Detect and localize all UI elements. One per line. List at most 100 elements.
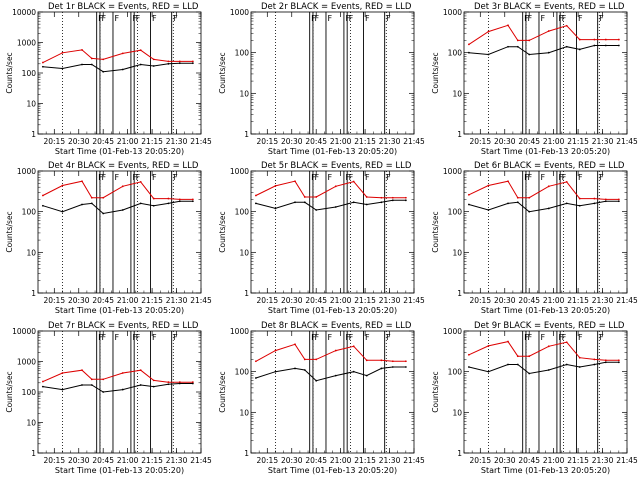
series-point-events [334,206,337,208]
series-point-events [565,202,568,205]
flag-label: F [349,14,354,23]
x-tick-label: 20:45 [518,456,540,465]
y-axis-label: Counts/sec [5,371,14,412]
flag-label: F [327,14,332,23]
series-point-lld [102,58,105,61]
series-point-events [547,51,550,54]
series-point-events [365,203,368,206]
x-tick-label: 21:15 [567,137,589,146]
flag-label: F [558,173,563,182]
series-point-lld [404,360,407,363]
series-line-events [255,366,406,382]
y-tick-label: 10000 [12,327,36,336]
x-tick-label: 21:30 [166,296,188,305]
series-point-events [254,202,257,205]
series-point-lld [604,198,607,201]
flag-label: F [314,333,319,342]
series-line-lld [255,180,406,199]
flag-label: F [562,333,567,342]
flag-label: F [327,333,332,342]
series-point-lld [191,381,194,384]
series-point-lld [365,196,368,198]
x-tick-label: 21:00 [330,137,352,146]
series-point-lld [547,185,550,188]
series-point-lld [294,343,296,346]
flag-label: F [114,173,119,182]
series-point-lld [191,198,194,201]
series-point-events [617,44,620,47]
series-point-lld [167,197,170,200]
flag-label: F [365,14,370,23]
series-point-events [167,62,170,65]
y-tick-label: 1000 [230,167,249,176]
series-point-lld [391,360,394,363]
y-tick-label: 10 [239,408,249,417]
flag-label: F [578,333,583,342]
y-tick-label: 10 [26,419,36,428]
series-point-lld [121,372,124,374]
flag-label: F [152,14,157,23]
series-point-events [487,370,490,373]
series-point-lld [121,52,124,55]
x-axis-label: Start Time (01-Feb-13 20:05:20) [268,306,397,315]
y-tick-label: 100 [22,69,37,78]
series-point-lld [617,359,620,362]
series-point-events [487,209,490,211]
flag-label: F [524,333,529,342]
flag-label: F [136,173,141,182]
flag-label: F [98,14,103,23]
series-line-lld [42,180,193,200]
x-tick-label: 21:45 [616,137,638,146]
x-tick-label: 20:30 [68,456,90,465]
y-axis-label: Counts/sec [5,52,14,93]
y-axis-label: Counts/sec [431,371,440,412]
series-point-lld [547,345,550,348]
series-point-events [516,201,519,204]
x-tick-label: 20:45 [518,137,540,146]
series-point-lld [102,196,105,199]
series-point-events [274,207,277,210]
flag-label: F [540,173,545,182]
series-point-events [404,366,407,368]
flag-label: F [349,173,354,182]
flag-label: F [578,14,583,23]
x-tick-label: 21:00 [117,137,139,146]
flag-label: F [386,173,391,182]
series-point-lld [578,356,581,359]
series-line-lld [42,369,193,383]
flag-label: F [365,173,370,182]
series-point-events [365,374,368,377]
series-point-events [593,44,596,47]
series-point-events [139,202,142,205]
panel-title: Det 7r BLACK = Events, RED = LLD [48,321,199,331]
x-axis-label: Start Time (01-Feb-13 20:05:20) [55,147,184,156]
detector-panel-9: Det 9r BLACK = Events, RED = LLD 1 10 100 10… [431,321,638,475]
series-point-lld [152,379,155,382]
flag-label: F [599,173,604,182]
series-point-lld [380,359,383,362]
flag-label: F [101,333,106,342]
series-point-events [578,366,581,368]
series-point-events [487,53,490,56]
x-tick-label: 21:15 [141,137,163,146]
y-tick-label: 1 [457,130,462,139]
series-point-events [61,388,64,391]
series-line-lld [468,180,619,200]
series-point-lld [334,185,337,188]
series-point-lld [41,61,44,64]
series-point-lld [565,341,568,344]
flag-label: F [599,14,604,23]
series-point-events [191,200,194,203]
series-point-events [81,63,83,66]
series-point-lld [81,369,83,372]
x-tick-label: 21:15 [354,456,376,465]
series-point-events [315,209,318,211]
series-line-lld [468,24,619,45]
y-tick-label: 1000 [230,327,249,336]
series-point-lld [565,180,568,183]
x-tick-label: 20:45 [92,137,114,146]
series-point-lld [121,185,124,188]
series-point-lld [516,196,519,199]
x-tick-label: 21:15 [141,296,163,305]
panel-title: Det 1r BLACK = Events, RED = LLD [48,2,199,12]
